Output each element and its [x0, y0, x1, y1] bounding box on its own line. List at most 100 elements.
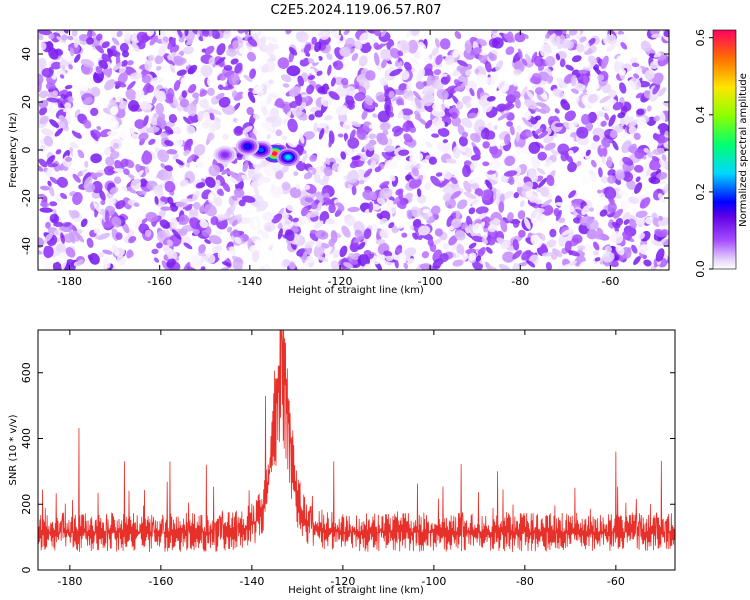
heatmap-cell — [232, 229, 240, 238]
heatmap-cell — [421, 251, 430, 259]
heatmap-cell — [412, 151, 424, 162]
heatmap-cell — [380, 30, 387, 37]
heatmap-cell — [243, 74, 253, 82]
heatmap-cell — [76, 149, 85, 159]
heatmap-cell — [247, 91, 256, 104]
heatmap-cell — [49, 119, 60, 128]
y-tick-label: 400 — [20, 428, 33, 449]
heatmap-cell — [608, 114, 616, 127]
heatmap-cell — [513, 69, 522, 75]
heatmap-cell — [638, 258, 645, 267]
heatmap-cell — [317, 30, 330, 40]
heatmap-cell — [103, 146, 112, 156]
heatmap-cell — [144, 59, 153, 71]
heatmap-cell — [539, 214, 546, 223]
heatmap-cell — [335, 85, 347, 98]
heatmap-cell — [619, 115, 625, 127]
heatmap-cell — [340, 151, 346, 160]
heatmap-cell — [241, 174, 251, 181]
heatmap-cell — [227, 141, 234, 148]
heatmap-cell — [662, 101, 669, 108]
x-tick-label: -80 — [511, 275, 529, 288]
heatmap-cell — [120, 158, 129, 168]
heatmap-cell — [115, 232, 123, 240]
heatmap-cell — [543, 134, 555, 144]
heatmap-cell — [501, 240, 511, 250]
heatmap-cell — [323, 197, 333, 205]
heatmap-cell — [517, 210, 526, 220]
heatmap-cell — [285, 109, 292, 121]
heatmap-cell — [156, 65, 162, 71]
heatmap-cell — [182, 224, 194, 232]
heatmap-cell — [160, 64, 169, 72]
heatmap-cell — [313, 122, 318, 133]
heatmap-cell — [455, 210, 461, 219]
heatmap-cell — [555, 202, 568, 207]
heatmap-cell — [351, 185, 357, 196]
heatmap-cell — [347, 137, 360, 149]
heatmap-cell — [199, 98, 209, 109]
heatmap-cell — [599, 209, 608, 217]
heatmap-cell — [618, 69, 626, 76]
heatmap-cell — [508, 176, 515, 185]
heatmap-cell — [179, 98, 190, 108]
heatmap-cell — [308, 114, 315, 121]
heatmap-cell — [472, 223, 482, 234]
heatmap-cell — [556, 35, 561, 47]
heatmap-cell — [314, 41, 322, 53]
heatmap-cell — [69, 141, 79, 149]
heatmap-cell — [289, 86, 301, 98]
heatmap-cell — [141, 218, 148, 224]
heatmap-cell — [74, 53, 81, 63]
heatmap-cell — [373, 30, 381, 37]
heatmap-cell — [622, 132, 628, 139]
heatmap-cell — [432, 239, 441, 245]
heatmap-background-cells — [38, 30, 669, 270]
heatmap-cell — [450, 111, 458, 119]
heatmap-cell — [181, 90, 188, 99]
heatmap-cell — [544, 142, 556, 151]
heatmap-cell — [427, 238, 434, 247]
y-tick-label: 0 — [20, 567, 33, 574]
heatmap-cell — [124, 32, 131, 41]
heatmap-cell — [576, 43, 585, 53]
heatmap-cell — [193, 144, 206, 156]
heatmap-cell — [345, 94, 355, 106]
heatmap-cell — [619, 82, 627, 94]
heatmap-cell — [616, 54, 628, 63]
heatmap-cell — [60, 93, 67, 100]
heatmap-cell — [607, 98, 617, 104]
heatmap-cell — [436, 88, 449, 100]
heatmap-cell — [157, 149, 170, 163]
heatmap-cell — [166, 239, 174, 247]
x-tick-label: -180 — [57, 275, 82, 288]
heatmap-cell — [100, 200, 106, 206]
heatmap-cell — [502, 251, 515, 263]
heatmap-cell — [241, 195, 256, 203]
colorbar-tick-label: 0.6 — [694, 29, 707, 47]
heatmap-cell — [105, 156, 115, 167]
heatmap-cell — [540, 43, 552, 57]
heatmap-cell — [313, 220, 324, 229]
heatmap-cell — [282, 103, 292, 113]
heatmap-cell — [503, 103, 515, 111]
colorbar: 0.0 0.2 0.4 0.6 Normalized spectral amplitu… — [694, 29, 749, 278]
heatmap-cell — [46, 168, 54, 178]
heatmap-cell — [118, 100, 128, 110]
heatmap-cell — [211, 30, 221, 40]
heatmap-cell — [39, 207, 53, 213]
heatmap-cell — [450, 190, 462, 200]
heatmap-cell — [497, 112, 510, 121]
heatmap-cell — [160, 206, 172, 211]
y-tick-label: 0 — [20, 147, 33, 154]
heatmap-cell — [242, 125, 253, 134]
heatmap-cell — [524, 68, 533, 79]
heatmap-cell — [572, 234, 583, 244]
heatmap-cell — [183, 242, 193, 250]
heatmap-cell — [487, 51, 495, 60]
heatmap-cell — [348, 253, 359, 260]
heatmap-cell — [232, 257, 244, 270]
colorbar-ticks: 0.0 0.2 0.4 0.6 — [694, 29, 713, 278]
heatmap-cell — [68, 43, 74, 50]
heatmap-cell — [281, 39, 288, 48]
